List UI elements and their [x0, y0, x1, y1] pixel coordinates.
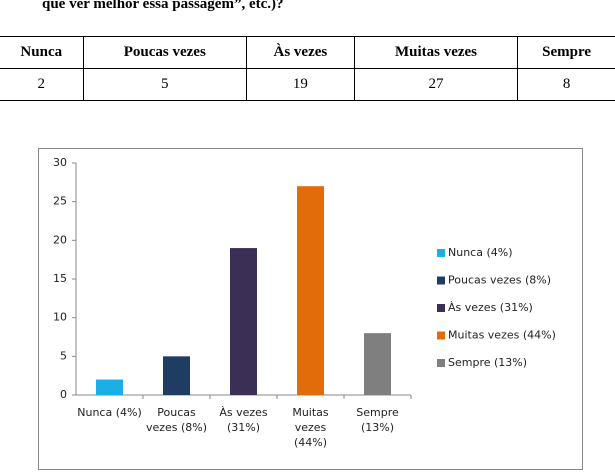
answer-table: Nunca Poucas vezes Às vezes Muitas vezes Sem…	[0, 36, 615, 101]
legend-swatch	[437, 331, 445, 340]
data-cell: 27	[353, 68, 518, 101]
y-tick-label: 30	[53, 156, 67, 169]
data-cell: 5	[82, 68, 247, 101]
data-row: 2 5 19 27 8	[0, 68, 615, 101]
legend-swatch	[437, 276, 445, 285]
header-cell: Nunca	[0, 36, 84, 69]
x-tick-label: Sempre (13%)	[356, 406, 399, 434]
legend-swatch	[437, 304, 445, 312]
bar	[364, 333, 391, 395]
x-tick-label: Poucas vezes (8%)	[145, 406, 208, 434]
x-tick-label: Muitas vezes (44%)	[292, 406, 329, 449]
data-cell: 8	[517, 68, 615, 101]
data-cell: 19	[246, 68, 355, 101]
legend-swatch	[437, 249, 445, 257]
header-cell: Às vezes	[246, 36, 355, 69]
legend-label: Nunca (4%)	[448, 246, 513, 259]
data-cell: 2	[0, 68, 84, 101]
y-tick-label: 15	[53, 272, 67, 285]
y-tick-label: 0	[60, 388, 67, 401]
x-label-box: Muitas vezes (44%)	[292, 406, 329, 449]
y-tick-label: 25	[53, 195, 67, 208]
bar	[297, 186, 324, 395]
bar	[96, 379, 123, 395]
legend-swatch	[437, 359, 445, 367]
y-tick-label: 20	[53, 233, 67, 246]
legend-label: Às vezes (31%)	[448, 301, 533, 314]
bar	[163, 356, 190, 395]
x-label-box: Às vezes (31%)	[219, 406, 268, 434]
x-label-box: Poucas vezes (8%)	[145, 406, 208, 434]
x-label-box: Sempre (13%)	[356, 406, 399, 434]
header-row: Nunca Poucas vezes Às vezes Muitas vezes Sem…	[0, 36, 615, 69]
legend-label: Sempre (13%)	[448, 356, 527, 369]
legend-label: Poucas vezes (8%)	[448, 274, 551, 287]
bar	[230, 248, 257, 395]
x-tick-label: Nunca (4%)	[77, 406, 142, 419]
x-tick-label: Às vezes (31%)	[219, 406, 268, 434]
legend-label: Muitas vezes (44%)	[448, 329, 556, 342]
x-label-box: Nunca (4%)	[77, 406, 142, 419]
y-tick-label: 10	[53, 311, 67, 324]
y-tick-label: 5	[60, 349, 67, 362]
question-title: que ver melhor essa passagem”, etc.)?	[42, 0, 284, 12]
chart-frame	[38, 148, 583, 470]
